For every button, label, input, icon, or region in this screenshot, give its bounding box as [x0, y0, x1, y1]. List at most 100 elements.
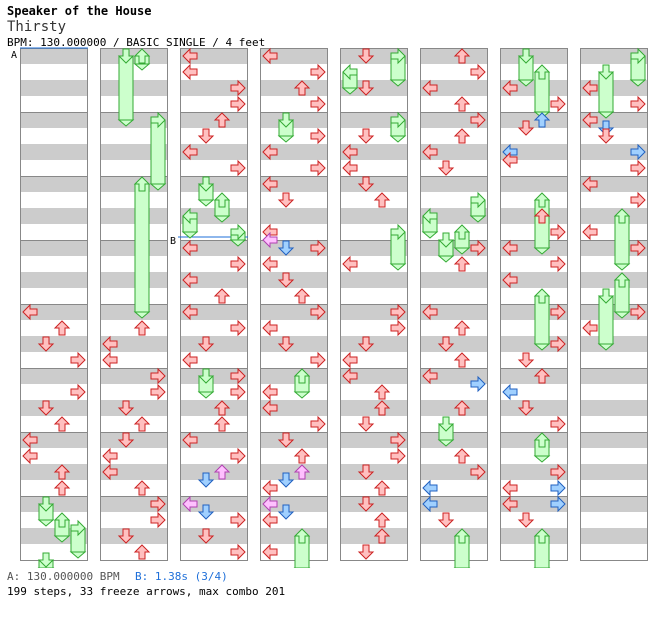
up-arrow-note [293, 528, 311, 544]
down-arrow-note [517, 400, 535, 416]
up-arrow-note [533, 112, 551, 128]
stripe [180, 528, 248, 544]
up-arrow-note [53, 320, 71, 336]
freeze-tail [453, 247, 471, 255]
up-arrow-note [533, 288, 551, 304]
freeze-tail [53, 535, 71, 543]
up-arrow-note [613, 208, 631, 224]
left-arrow-note [582, 79, 598, 97]
left-arrow-note [262, 511, 278, 529]
left-arrow-note [342, 159, 358, 177]
stripe [420, 496, 488, 512]
left-arrow-note [22, 431, 38, 449]
up-arrow-note [293, 464, 311, 480]
down-arrow-note [277, 112, 295, 128]
song-title: Speaker of the House [7, 4, 152, 18]
stripe [180, 272, 248, 288]
stripe [340, 432, 408, 448]
stripe [580, 432, 648, 448]
freeze-tail [533, 455, 551, 463]
up-arrow-note [533, 368, 551, 384]
right-arrow-note [230, 543, 246, 561]
stripe [500, 368, 568, 384]
right-arrow-note [230, 159, 246, 177]
freeze-tail [133, 311, 151, 319]
left-arrow-note [262, 231, 278, 249]
stripe [260, 304, 328, 320]
down-arrow-note [597, 64, 615, 80]
down-arrow-note [597, 288, 615, 304]
freeze-tail [37, 519, 55, 527]
stripe [420, 368, 488, 384]
down-arrow-note [117, 48, 135, 64]
stripe [420, 400, 488, 416]
down-arrow-note [277, 240, 295, 256]
stripe [100, 432, 168, 448]
freeze-tail [149, 183, 167, 191]
up-arrow-note [213, 400, 231, 416]
stripe [180, 80, 248, 96]
right-arrow-note [230, 511, 246, 529]
right-arrow-note [630, 191, 646, 209]
right-arrow-note [630, 95, 646, 113]
stripe [580, 240, 648, 256]
right-arrow-note [550, 95, 566, 113]
down-arrow-note [197, 176, 215, 192]
freeze-body [150, 119, 166, 185]
stripe [420, 304, 488, 320]
freeze-tail [597, 343, 615, 351]
left-arrow-note [582, 111, 598, 129]
left-arrow-note [262, 175, 278, 193]
right-arrow-note [390, 111, 406, 129]
stripe [420, 112, 488, 128]
down-arrow-note [437, 160, 455, 176]
left-arrow-note [182, 47, 198, 65]
stripe [580, 496, 648, 512]
right-arrow-note [310, 127, 326, 145]
stripe [100, 48, 168, 64]
left-arrow-note [262, 543, 278, 561]
left-arrow-note [262, 47, 278, 65]
up-arrow-note [213, 112, 231, 128]
down-arrow-note [357, 176, 375, 192]
left-arrow-note [422, 303, 438, 321]
left-arrow-note [502, 151, 518, 169]
stripe [260, 400, 328, 416]
left-arrow-note [262, 143, 278, 161]
marker-a-label: A [11, 50, 17, 61]
stripe [100, 528, 168, 544]
right-arrow-note [150, 367, 166, 385]
right-arrow-note [70, 383, 86, 401]
stripe [20, 432, 88, 448]
left-arrow-note [182, 239, 198, 257]
stripe [180, 368, 248, 384]
up-arrow-note [293, 288, 311, 304]
left-arrow-note [22, 447, 38, 465]
measure-frame [340, 496, 408, 561]
left-arrow-note [182, 63, 198, 81]
stripe [260, 112, 328, 128]
left-arrow-note [422, 495, 438, 513]
stripe [100, 272, 168, 288]
left-arrow-note [182, 303, 198, 321]
up-arrow-note [213, 288, 231, 304]
stripe [20, 48, 88, 64]
right-arrow-note [630, 47, 646, 65]
right-arrow-note [470, 111, 486, 129]
down-arrow-note [197, 336, 215, 352]
stripe [20, 80, 88, 96]
right-arrow-note [550, 303, 566, 321]
measure-frame [260, 496, 328, 561]
stripe [500, 400, 568, 416]
down-arrow-note [117, 400, 135, 416]
measure-frame-layer [20, 48, 648, 561]
up-arrow-note [453, 400, 471, 416]
stripe [340, 400, 408, 416]
stripe [580, 80, 648, 96]
down-arrow-note [357, 336, 375, 352]
up-arrow-note [373, 480, 391, 496]
left-arrow-note [262, 479, 278, 497]
up-arrow-note [373, 528, 391, 544]
left-arrow-note [262, 399, 278, 417]
right-arrow-note [550, 335, 566, 353]
